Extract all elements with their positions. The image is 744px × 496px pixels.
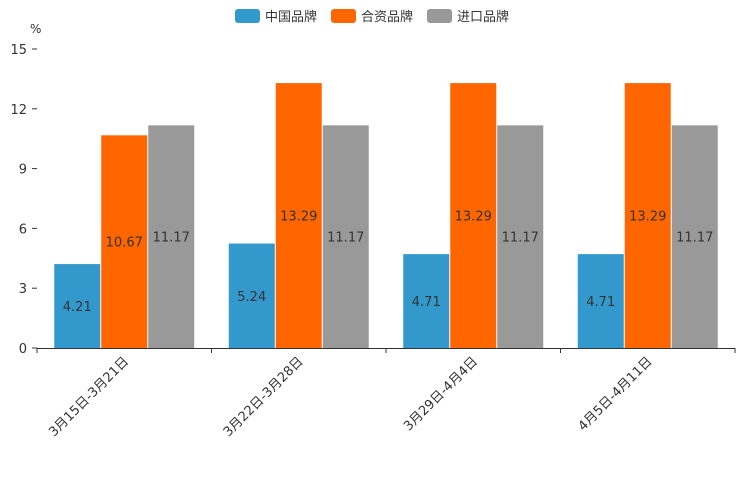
bar [101,135,148,348]
bar-data-label: 11.17 [327,231,364,246]
bar [275,83,322,348]
legend: 中国品牌 合资品牌 进口品牌 [0,6,744,25]
y-tick-label: 12 [10,103,27,118]
bar-data-label: 11.17 [502,231,539,246]
bar-data-label: 4.71 [412,295,441,310]
bar-data-label: 13.29 [280,210,317,225]
bar [577,254,624,348]
bar [54,264,101,348]
bar [322,125,369,348]
bar [228,243,275,348]
bar [403,254,450,348]
bar [624,83,671,348]
x-tick-label: 3月15日-3月21日 [46,354,132,440]
bar [450,83,497,348]
x-tick-label: 4月5日-4月11日 [576,354,656,434]
legend-item-china-brand[interactable]: 中国品牌 [234,6,317,25]
legend-label-china-brand: 中国品牌 [264,10,317,25]
legend-label-imported-brand: 进口品牌 [457,10,510,25]
legend-swatch-china-brand [234,8,260,23]
y-tick-label: 6 [19,222,27,237]
legend-item-joint-venture-brand[interactable]: 合资品牌 [330,6,413,25]
bar-data-label: 11.17 [153,231,190,246]
bar-data-label: 13.29 [455,210,492,225]
bar-data-label: 4.21 [63,300,92,315]
bar-data-label: 11.17 [676,231,713,246]
y-tick-label: 9 [19,163,27,178]
y-tick-label: 15 [10,43,27,58]
bar [497,125,544,348]
legend-swatch-imported-brand [427,8,452,23]
bar-data-label: 10.67 [106,236,143,251]
legend-label-joint-venture-brand: 合资品牌 [360,10,413,25]
x-tick-label: 3月22日-3月28日 [221,354,307,440]
legend-swatch-joint-venture-brand [330,8,356,23]
y-tick-label: 0 [19,342,27,357]
y-tick-label: 3 [19,282,27,297]
x-tick-label: 3月29日-4月4日 [401,354,481,434]
bar-data-label: 5.24 [237,290,266,305]
bar [148,125,195,348]
y-axis-unit-label: % [30,22,42,36]
bar-data-label: 4.71 [586,295,615,310]
legend-item-imported-brand[interactable]: 进口品牌 [427,6,509,25]
bar-data-label: 13.29 [629,210,666,225]
bar [671,125,718,348]
